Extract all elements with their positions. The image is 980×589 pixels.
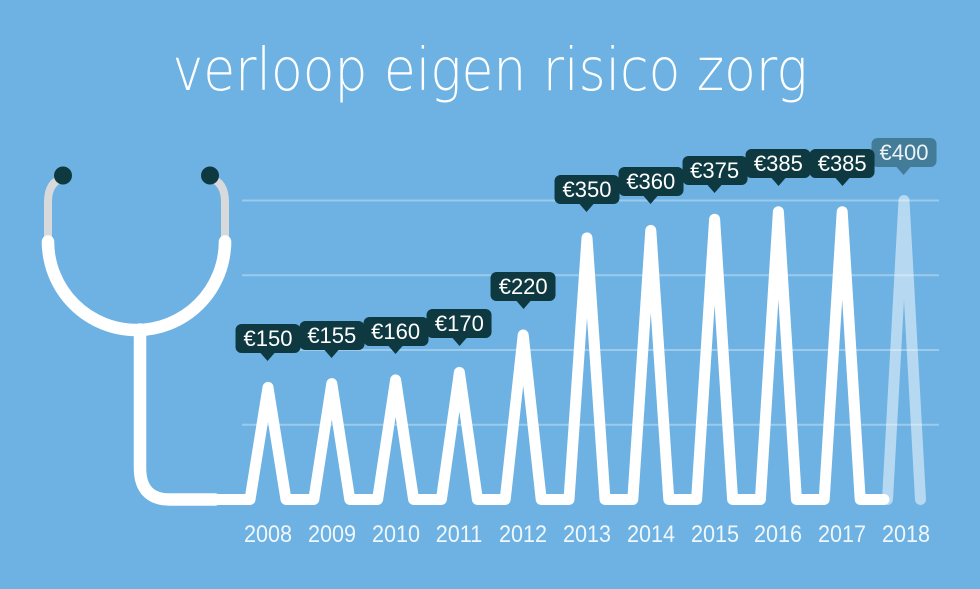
year-label: 2008 (243, 521, 293, 548)
year-label: 2009 (307, 521, 356, 548)
year-label: 2012 (499, 521, 548, 548)
value-badge: €160 (363, 316, 429, 346)
value-badge: €385 (809, 148, 875, 178)
year-label: 2010 (371, 521, 420, 548)
year-label: 2017 (818, 521, 867, 548)
stethoscope-drop-tube (133, 323, 222, 506)
earpiece-right-icon (201, 166, 219, 185)
value-badge: €350 (554, 174, 620, 204)
value-badge-faded: €400 (871, 137, 937, 167)
year-label: 2015 (690, 521, 739, 548)
ecg-line-faded-2018 (882, 195, 926, 505)
earpiece-left-icon (54, 166, 72, 185)
stethoscope-u-tube (41, 235, 232, 337)
value-badge: €150 (235, 324, 301, 354)
page-title: verloop eigen risico zorg (172, 35, 808, 104)
year-label: 2014 (626, 521, 675, 548)
value-badge: €155 (299, 320, 365, 350)
value-badge: €170 (426, 309, 492, 339)
year-label: 2016 (754, 521, 803, 548)
year-label: 2013 (562, 521, 612, 548)
year-label: 2018 (881, 521, 931, 548)
ecg-line (199, 206, 890, 505)
value-badge: €385 (745, 148, 811, 178)
value-badge: €220 (490, 272, 556, 302)
value-badge: €360 (618, 167, 684, 197)
value-badge: €375 (682, 156, 748, 186)
stethoscope-icon (41, 166, 232, 506)
year-label: 2011 (436, 521, 483, 548)
